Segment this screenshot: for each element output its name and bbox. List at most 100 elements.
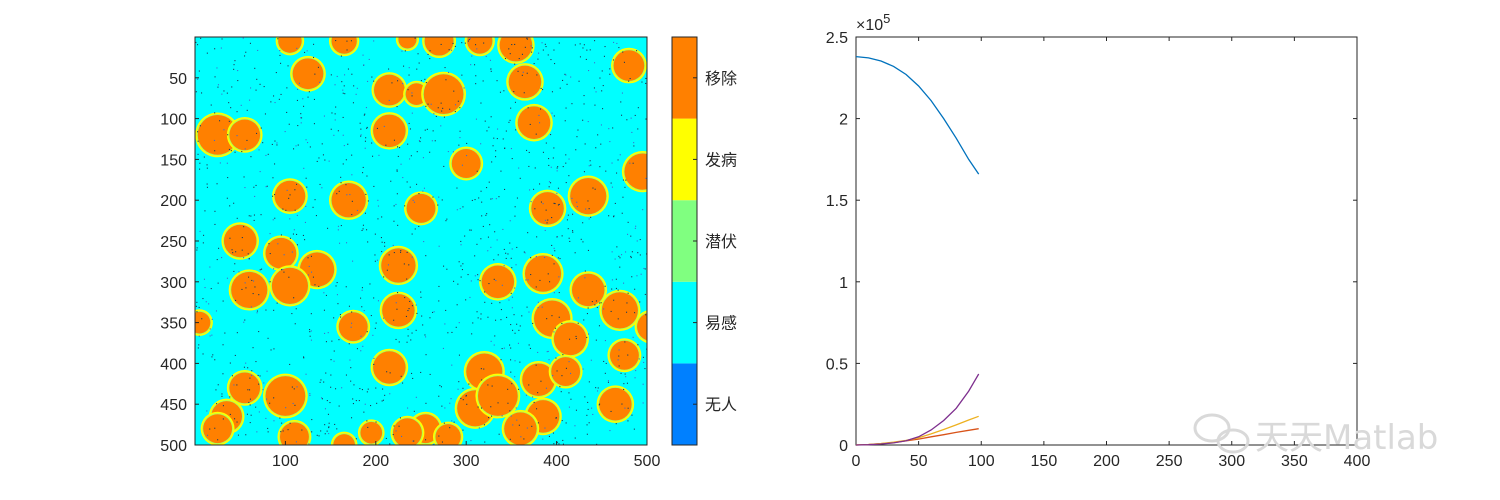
speckle-dot <box>550 182 552 184</box>
speckle-dot <box>424 334 426 336</box>
speckle-dot <box>226 277 228 279</box>
cluster-removed <box>517 106 551 139</box>
speckle-dot <box>398 341 400 343</box>
speckle-dot <box>344 74 346 76</box>
speckle-dot <box>509 242 511 244</box>
speckle-dot <box>442 347 444 349</box>
speckle-dot <box>521 315 523 317</box>
speckle-dot <box>514 206 516 208</box>
speckle-dot <box>446 218 448 220</box>
speckle-dot <box>642 209 644 211</box>
speckle-dot <box>604 285 606 287</box>
speckle-dot <box>526 37 528 39</box>
speckle-dot <box>297 144 299 146</box>
speckle-dot <box>583 319 585 321</box>
speckle-dot <box>592 187 594 189</box>
speckle-dot <box>587 200 589 202</box>
speckle-dot <box>451 49 453 51</box>
speckle-dot <box>488 126 490 128</box>
speckle-dot <box>233 68 235 70</box>
map-x-tick-label: 100 <box>272 453 299 470</box>
speckle-dot <box>433 113 435 115</box>
colorbar-label: 发病 <box>705 150 737 169</box>
speckle-dot <box>469 229 471 231</box>
speckle-dot <box>566 219 568 221</box>
line-plot-frame <box>855 36 1358 446</box>
speckle-dot <box>318 285 320 287</box>
speckle-dot <box>484 441 486 443</box>
speckle-dot <box>340 55 342 57</box>
speckle-dot <box>572 230 574 232</box>
speckle-dot <box>551 315 553 317</box>
speckle-dot <box>638 358 640 360</box>
speckle-dot <box>199 125 201 127</box>
map-y-tick-label: 100 <box>160 112 187 129</box>
speckle-dot <box>403 263 405 265</box>
speckle-dot <box>427 53 429 55</box>
speckle-dot <box>618 47 620 49</box>
speckle-dot <box>450 398 452 400</box>
speckle-dot <box>556 167 558 169</box>
speckle-dot <box>409 128 411 130</box>
speckle-dot <box>530 45 532 47</box>
speckle-dot <box>264 113 266 115</box>
speckle-dot <box>587 401 589 403</box>
cluster-removed <box>197 115 238 155</box>
speckle-dot <box>269 253 271 255</box>
speckle-dot <box>568 361 570 363</box>
speckle-dot <box>524 46 526 48</box>
speckle-dot <box>216 259 218 261</box>
speckle-dot <box>544 219 546 221</box>
speckle-dot <box>551 112 553 114</box>
speckle-dot <box>504 147 506 149</box>
speckle-dot <box>503 248 505 250</box>
speckle-dot <box>531 425 533 427</box>
speckle-dot <box>420 371 422 373</box>
speckle-dot <box>267 153 269 155</box>
speckle-dot <box>540 380 542 382</box>
speckle-dot <box>255 184 257 186</box>
speckle-dot <box>367 200 369 202</box>
speckle-dot <box>251 374 253 376</box>
speckle-dot <box>574 252 576 254</box>
speckle-dot <box>599 166 601 168</box>
speckle-dot <box>627 221 629 223</box>
speckle-dot <box>637 252 639 254</box>
speckle-dot <box>559 258 561 260</box>
speckle-dot <box>499 91 501 93</box>
speckle-dot <box>334 113 336 115</box>
cluster-removed <box>451 149 481 178</box>
speckle-dot <box>253 186 255 188</box>
speckle-dot <box>411 112 413 114</box>
speckle-dot <box>221 395 223 397</box>
line-y-tick-label: 1 <box>839 275 848 292</box>
speckle-dot <box>523 251 525 253</box>
speckle-dot <box>272 177 274 179</box>
speckle-dot <box>347 68 349 70</box>
speckle-dot <box>282 430 284 432</box>
speckle-dot <box>397 146 399 148</box>
speckle-dot <box>359 388 361 390</box>
speckle-dot <box>481 379 483 381</box>
speckle-dot <box>393 252 395 254</box>
speckle-dot <box>393 205 395 207</box>
speckle-dot <box>511 296 513 298</box>
speckle-dot <box>247 253 249 255</box>
speckle-dot <box>490 340 492 342</box>
speckle-dot <box>445 309 447 311</box>
speckle-dot <box>492 145 494 147</box>
speckle-dot <box>404 50 406 52</box>
cluster-removed <box>398 37 417 49</box>
speckle-dot <box>393 139 395 141</box>
speckle-dot <box>331 340 333 342</box>
speckle-dot <box>619 154 621 156</box>
speckle-dot <box>501 415 503 417</box>
speckle-dot <box>424 129 426 131</box>
speckle-dot <box>303 105 305 107</box>
map-y-tick-label: 300 <box>160 275 187 292</box>
speckle-dot <box>197 78 199 80</box>
speckle-dot <box>390 180 392 182</box>
speckle-dot <box>408 74 410 76</box>
speckle-dot <box>203 278 205 280</box>
speckle-dot <box>373 357 375 359</box>
